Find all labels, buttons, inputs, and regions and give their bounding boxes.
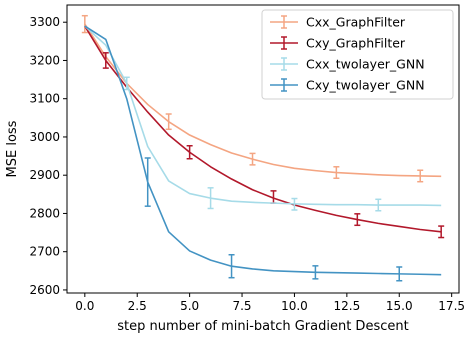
series-line <box>84 23 442 178</box>
series-Cxy_twolayer_GNN <box>84 25 442 282</box>
legend-box <box>261 9 454 100</box>
y-tick-label: 2900 <box>29 168 60 182</box>
y-tick-label: 2700 <box>29 245 60 259</box>
y-tick-label: 2800 <box>29 206 60 220</box>
series-line <box>84 25 442 207</box>
x-tick-label: 2.5 <box>128 299 147 313</box>
error-bar <box>123 76 130 91</box>
error-bar <box>249 152 256 166</box>
x-tick-label: 15.0 <box>386 299 413 313</box>
legend-item: Cxx_twolayer_GNN <box>270 57 425 72</box>
error-bar <box>375 198 382 212</box>
legend-label: Cxx_GraphFilter <box>306 15 406 30</box>
x-axis: 0.0 2.5 5.0 7.5 10.0 12.5 15.0 17.5 <box>75 293 464 313</box>
x-tick-label: 5.0 <box>180 299 199 313</box>
legend-item: Cxy_GraphFilter <box>270 36 406 51</box>
series-Cxx_GraphFilter <box>81 14 442 183</box>
series-line <box>84 25 442 233</box>
y-axis-label: MSE loss <box>5 120 20 177</box>
legend-item: Cxy_twolayer_GNN <box>270 78 425 93</box>
y-axis: 2600 2700 2800 2900 3000 3100 3200 3300 <box>29 15 67 297</box>
x-tick-label: 12.5 <box>333 299 360 313</box>
error-bar <box>438 225 445 239</box>
plot-frame <box>66 4 460 294</box>
error-bar <box>207 187 214 210</box>
series-line <box>84 25 442 276</box>
error-bar <box>312 265 319 280</box>
error-bar <box>291 197 298 211</box>
x-tick-label: 10.0 <box>281 299 308 313</box>
x-tick-label: 7.5 <box>232 299 251 313</box>
error-bar <box>81 14 88 34</box>
x-axis-label: step number of mini-batch Gradient Desce… <box>117 319 408 334</box>
series-Cxy_GraphFilter <box>84 25 445 239</box>
error-bar <box>144 157 151 207</box>
legend-label: Cxx_twolayer_GNN <box>306 57 425 72</box>
legend-label: Cxy_GraphFilter <box>306 36 406 51</box>
legend: Cxx_GraphFilter Cxy_GraphFilter Cxx_twolay… <box>261 9 454 100</box>
legend-item: Cxx_GraphFilter <box>270 15 406 30</box>
y-tick-label: 3200 <box>29 53 60 67</box>
legend-label: Cxy_twolayer_GNN <box>306 78 425 93</box>
error-bar <box>228 254 235 279</box>
error-bar <box>333 166 340 180</box>
y-tick-label: 2600 <box>29 283 60 297</box>
error-bar <box>354 213 361 227</box>
plot-marks <box>81 14 445 282</box>
error-bar <box>396 266 403 282</box>
y-tick-label: 3300 <box>29 15 60 29</box>
error-bar <box>165 113 172 131</box>
x-tick-label: 0.0 <box>75 299 94 313</box>
x-tick-label: 17.5 <box>438 299 464 313</box>
y-tick-label: 3000 <box>29 130 60 144</box>
error-bar <box>102 52 109 69</box>
error-bar <box>417 169 424 183</box>
series-Cxx_twolayer_GNN <box>84 25 442 212</box>
error-bar <box>186 144 193 160</box>
y-tick-label: 3100 <box>29 92 60 106</box>
